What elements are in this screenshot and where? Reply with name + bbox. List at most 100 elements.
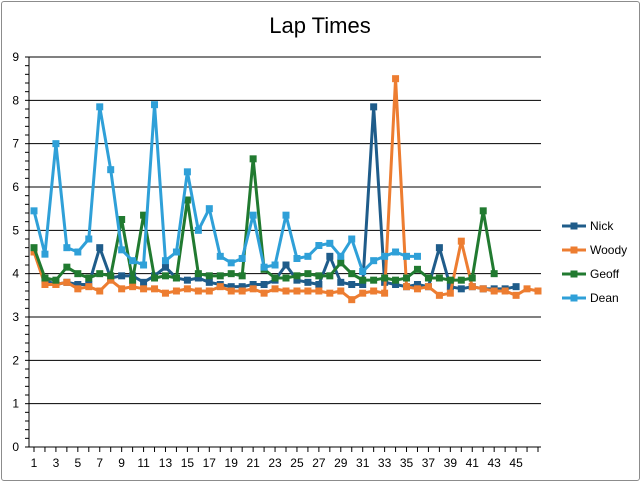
y-tick-label: 9 [12,50,19,64]
data-point [348,270,356,278]
data-point [161,289,169,297]
data-point [52,281,60,288]
data-point [118,285,126,293]
series-line [32,103,418,273]
data-point [304,278,312,286]
data-point [468,274,476,282]
legend-swatch-marker [570,270,578,278]
data-point [41,281,49,288]
data-point [435,291,443,299]
data-point [348,235,356,243]
y-tick-label: 7 [12,137,19,151]
data-point [304,287,312,295]
data-point [348,281,356,288]
y-tick-label: 0 [12,440,19,454]
data-point [41,250,49,258]
gridlines [29,56,541,448]
data-point [249,211,257,219]
data-point [205,287,213,295]
data-point [381,289,389,297]
data-point [271,261,279,269]
y-tick-label: 6 [12,180,19,194]
data-point [424,283,432,291]
data-point [183,196,191,204]
data-point [304,252,312,260]
legend-item: Nick [562,219,614,233]
legend-item: Woody [562,243,627,257]
data-point [348,296,356,304]
data-point [216,252,224,260]
data-point [370,257,378,265]
data-point [326,252,334,260]
data-point [249,285,257,293]
data-point [413,265,421,273]
data-point [293,276,301,284]
data-point [194,270,202,278]
data-point [293,255,301,262]
data-point [392,248,400,256]
data-point [468,283,476,291]
data-point [293,272,301,280]
data-point [172,274,180,282]
data-point [129,257,137,265]
data-point [315,272,323,280]
x-tick-label: 41 [466,456,480,470]
y-tick-label: 2 [12,353,19,367]
data-point [457,276,465,284]
data-point [140,278,148,286]
data-point [96,270,104,278]
x-tick-label: 17 [203,456,217,470]
data-point [392,276,400,284]
data-point [282,274,290,282]
x-tick-label: 3 [53,456,60,470]
data-point [315,287,323,295]
data-point [512,291,520,299]
data-point [326,289,334,297]
data-point [74,285,82,293]
data-point [118,216,126,223]
chart-title: Lap Times [269,13,371,38]
data-point [359,268,367,275]
data-point [337,252,345,260]
data-point [446,289,454,297]
data-point [249,281,257,288]
data-point [63,263,71,271]
x-tick-label: 7 [96,456,103,470]
data-point [403,274,411,282]
data-point [359,289,367,297]
data-point [227,270,235,278]
x-tick-label: 27 [312,456,326,470]
data-point [194,226,202,234]
data-point [260,263,268,271]
series-lines [30,75,542,304]
data-point [282,211,290,219]
x-tick-label: 29 [334,456,348,470]
data-point [249,155,257,163]
data-point [326,239,334,247]
data-point [479,285,487,293]
x-tick-label: 23 [268,456,282,470]
data-point [161,257,169,265]
legend-swatch-marker [570,294,578,302]
x-tick-label: 37 [422,456,436,470]
data-point [85,283,93,291]
data-point [194,274,202,282]
data-point [392,75,400,83]
data-point [370,287,378,295]
data-point [435,244,443,252]
data-point [403,252,411,260]
x-tick-label: 5 [74,456,81,470]
data-point [52,276,60,284]
data-point [381,274,389,282]
data-point [140,211,148,219]
data-point [479,207,487,215]
x-tick-label: 33 [378,456,392,470]
data-point [293,287,301,295]
data-point [63,244,71,252]
data-point [194,287,202,295]
legend-swatch-marker [570,222,578,230]
data-point [370,103,378,111]
data-point [490,270,498,278]
